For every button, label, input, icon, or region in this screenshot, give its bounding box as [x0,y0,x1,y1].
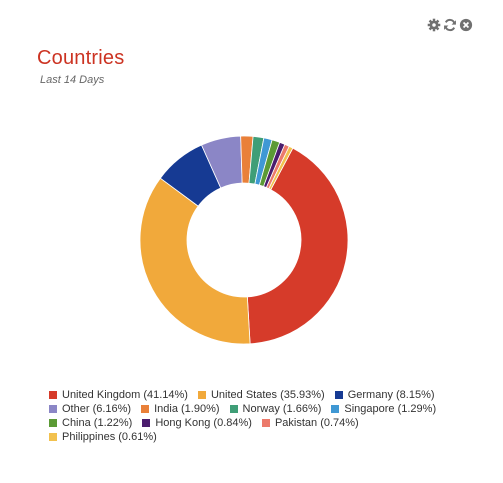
legend-item[interactable]: India (1.90%) [141,402,220,416]
legend-label: United States (35.93%) [210,389,325,401]
legend-swatch [49,391,57,399]
legend-item[interactable]: United States (35.93%) [197,388,325,402]
legend-swatch [334,391,343,399]
legend-label: Pakistan (0.74%) [274,417,359,429]
donut-slice-philippines[interactable] [268,145,294,191]
legend-label: Germany (8.15%) [347,389,435,401]
chart-legend: United Kingdom (41.14%) United States (35… [49,388,479,444]
refresh-icon[interactable] [443,18,457,32]
legend-label: Singapore (1.29%) [344,403,437,415]
legend-item[interactable]: United Kingdom (41.14%) [49,388,188,402]
legend-swatch [142,419,151,427]
legend-swatch [261,419,270,427]
legend-swatch [49,433,57,441]
legend-row: China (1.22%) Hong Kong (0.84%) Pakistan (… [49,416,479,430]
legend-item[interactable]: Norway (1.66%) [229,402,322,416]
legend-label: India (1.90%) [154,403,220,415]
widget-toolbar [427,18,473,32]
legend-item[interactable]: Singapore (1.29%) [331,402,436,416]
donut-slice-united-states[interactable] [139,177,251,345]
legend-swatch [49,419,57,427]
legend-swatch [49,405,57,413]
legend-item[interactable]: Other (6.16%) [49,402,131,416]
legend-label: Philippines (0.61%) [62,431,157,443]
legend-item[interactable]: Germany (8.15%) [334,388,435,402]
legend-label: Other (6.16%) [62,403,132,415]
legend-item[interactable]: China (1.22%) [49,416,132,430]
legend-row: Philippines (0.61%) [49,430,479,444]
legend-item[interactable]: Hong Kong (0.84%) [142,416,252,430]
legend-label: Hong Kong (0.84%) [155,417,252,429]
widget-title: Countries [37,47,125,69]
legend-swatch [331,405,340,413]
legend-label: China (1.22%) [62,417,133,429]
legend-label: Norway (1.66%) [242,403,322,415]
legend-label: United Kingdom (41.14%) [62,389,188,401]
legend-swatch [229,405,238,413]
widget-subtitle: Last 14 Days [40,74,105,86]
donut-slice-united-kingdom[interactable] [246,147,349,345]
legend-row: United Kingdom (41.14%) United States (35… [49,388,479,402]
close-icon[interactable] [459,18,473,32]
legend-item[interactable]: Pakistan (0.74%) [261,416,359,430]
legend-item[interactable]: Philippines (0.61%) [49,430,157,444]
legend-swatch [197,391,206,399]
legend-row: Other (6.16%) India (1.90%) Norway (1.66%)… [49,402,479,416]
gear-icon[interactable] [427,18,441,32]
legend-swatch [141,405,150,413]
